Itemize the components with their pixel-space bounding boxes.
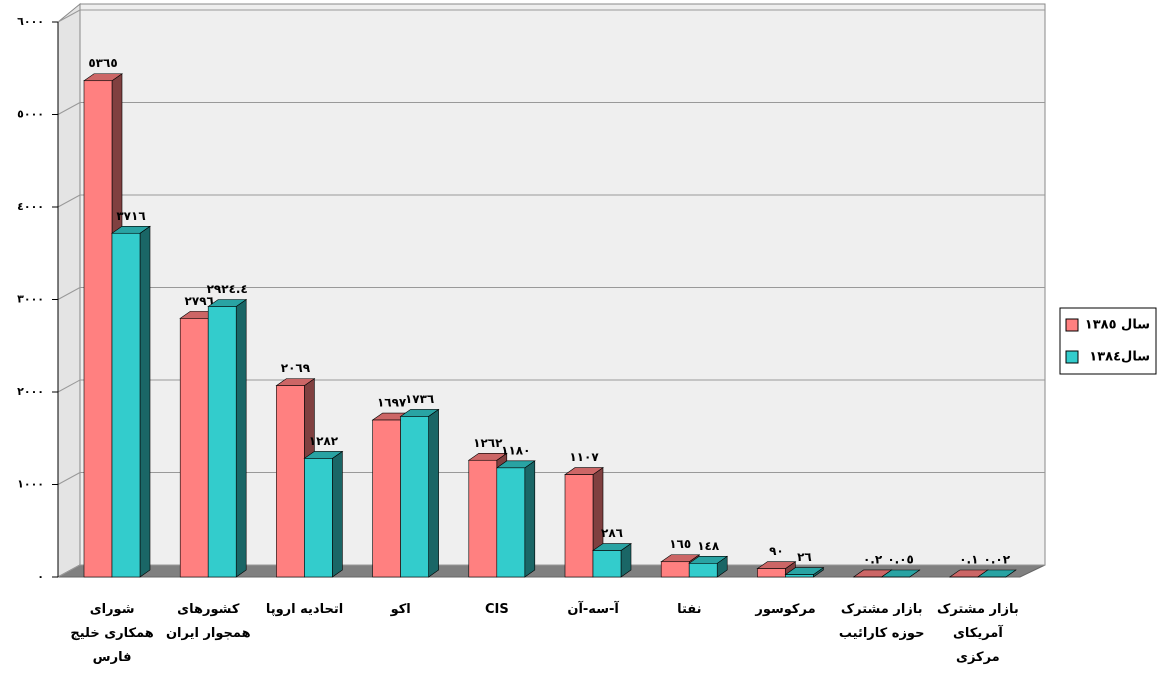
- value-label: ٢٨٦: [601, 526, 623, 540]
- legend-swatch: [1065, 350, 1079, 364]
- bar: [400, 416, 429, 578]
- bar: [111, 232, 141, 578]
- bar-side: [524, 460, 536, 578]
- grid-line: [57, 9, 81, 23]
- y-tick-label: ٣٠٠٠: [17, 293, 44, 306]
- value-label: ١١٨٠: [501, 443, 530, 457]
- x-tick-label: بازار مشترک آمریکای مرکزی: [937, 602, 1019, 665]
- grid-line: [57, 102, 81, 115]
- side-wall: [57, 2, 81, 578]
- value-label: ٠.١: [959, 552, 978, 566]
- value-label: ١١٠٧: [569, 450, 599, 464]
- bar: [496, 467, 526, 578]
- bar: [785, 574, 814, 578]
- x-tick-label: آ-سه-آن: [567, 602, 619, 617]
- bar: [179, 318, 209, 578]
- y-tick-label: ١٠٠٠: [17, 478, 44, 491]
- bar: [592, 550, 622, 578]
- legend-label: سال ١٣٨٥: [1085, 318, 1150, 333]
- x-tick-label: نفتا: [677, 602, 702, 617]
- bar: [468, 459, 498, 578]
- y-tick-label: ٥٠٠٠: [17, 108, 44, 121]
- value-label: ٠.٠٢: [984, 552, 1011, 566]
- value-label: ٠.٢: [863, 552, 883, 566]
- bar: [757, 568, 786, 578]
- grid-line: [57, 287, 81, 300]
- grid-line: [57, 472, 81, 485]
- x-tick-label: CIS: [485, 602, 509, 617]
- value-label: ٢٩٢٤.٤: [207, 282, 248, 296]
- bar-side: [235, 298, 247, 578]
- value-label: ٢٠٦٩: [281, 361, 311, 375]
- bar: [83, 80, 113, 578]
- legend-swatch: [1065, 318, 1079, 332]
- value-label: ٢٦: [797, 550, 812, 564]
- value-label: ٠.٠٥: [887, 552, 914, 566]
- value-label: ٣٧١٦: [116, 209, 145, 223]
- value-label: ١٦٥: [669, 537, 691, 551]
- bar-side: [139, 225, 151, 578]
- x-tick-label: بازار مشترک حوزه کارائیب: [838, 602, 925, 641]
- value-label: ١٢٨٢: [309, 434, 339, 448]
- bar: [564, 474, 594, 578]
- bar-side: [428, 408, 439, 578]
- x-tick-label: شورای همکاری خلیج فارس: [70, 602, 154, 665]
- value-label: ٢٧٩٦: [185, 294, 214, 308]
- value-label: ١٧٣٦: [405, 392, 434, 406]
- bar-side: [332, 450, 343, 578]
- x-tick-label: اتحادیه اروپا: [265, 602, 344, 617]
- y-tick-label: ٤٠٠٠: [17, 200, 44, 213]
- bar: [276, 385, 305, 578]
- value-label: ٩٠: [769, 544, 784, 558]
- value-label: ١٦٩٧: [377, 396, 407, 410]
- value-label: ١٢٦٢: [473, 436, 503, 450]
- value-label: ٥٣٦٥: [88, 56, 117, 70]
- y-tick-label: ٦٠٠٠: [17, 15, 44, 28]
- grid-line: [57, 564, 81, 578]
- value-label: ١٤٨: [697, 539, 720, 553]
- y-tick-label: ٠: [37, 570, 44, 583]
- y-tick-label: ٢٠٠٠: [17, 385, 44, 398]
- legend-label: سال١٣٨٤: [1089, 350, 1150, 365]
- bar: [372, 419, 401, 578]
- bar: [688, 563, 718, 578]
- bar: [660, 561, 690, 578]
- x-tick-label: اکو: [390, 602, 411, 617]
- bar: [304, 458, 333, 578]
- bar: [207, 306, 237, 578]
- x-tick-label: مرکوسور: [755, 602, 816, 617]
- x-tick-label: کشورهای همجوار ایران: [165, 602, 251, 641]
- grid-line: [57, 194, 81, 208]
- grid-line: [57, 379, 81, 393]
